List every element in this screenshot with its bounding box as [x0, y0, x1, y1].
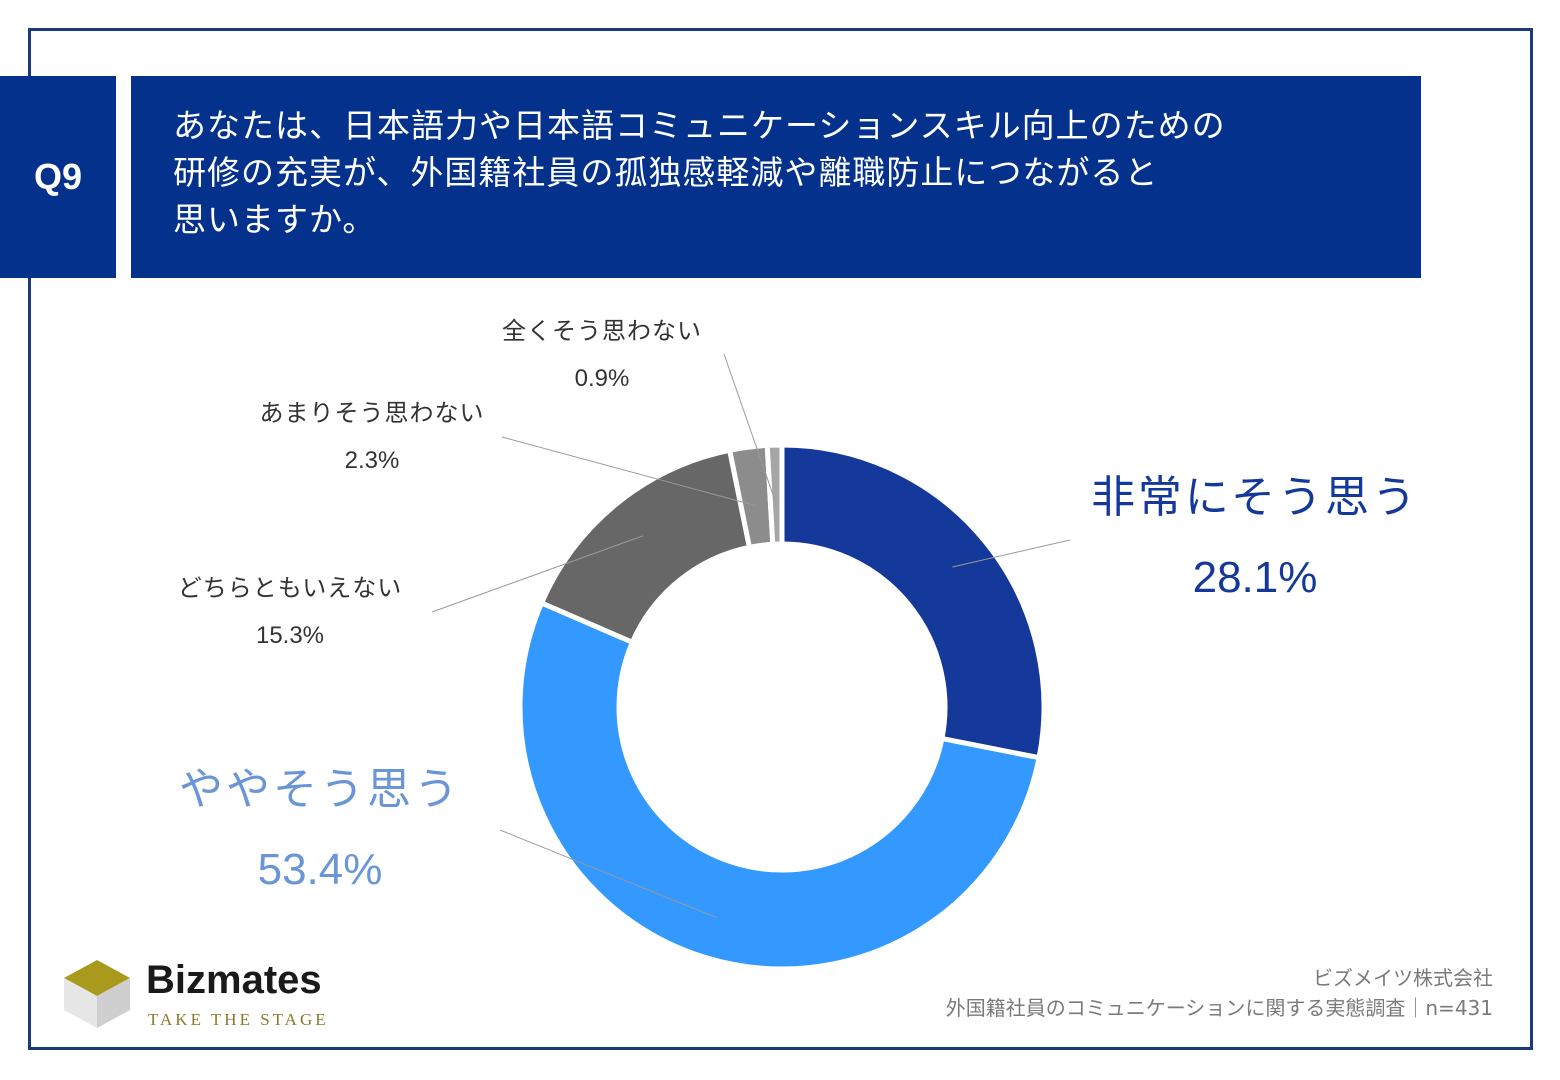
label-somewhat: ややそう思う 53.4% — [140, 762, 500, 898]
logo-tagline: TAKE THE STAGE — [148, 1010, 329, 1029]
label-very-much-value: 28.1% — [1192, 553, 1318, 602]
logo-cube-icon — [64, 960, 130, 1028]
label-not-at-all-value: 0.9% — [574, 365, 630, 392]
label-neutral: どちらともいえない 15.3% — [140, 573, 440, 651]
question-number: Q9 — [33, 156, 83, 197]
question-number-badge: Q9 — [0, 76, 116, 278]
leader-line-somewhat — [499, 829, 717, 919]
question-box: あなたは、日本語力や日本語コミュニケーションスキル向上のための 研修の充実が、外… — [131, 76, 1421, 278]
question-line-2: 研修の充実が、外国籍社員の孤独感軽減や離職防止につながると — [173, 153, 1159, 192]
leader-line-not-much — [501, 436, 757, 507]
question-line-1: あなたは、日本語力や日本語コミュニケーションスキル向上のための — [173, 106, 1226, 145]
source-note: ビズメイツ株式会社 外国籍社員のコミュニケーションに関する実態調査｜n=431 — [946, 963, 1493, 1023]
label-not-much: あまりそう思わない 2.3% — [222, 398, 522, 476]
slice-very-much — [779, 442, 1047, 761]
source-survey: 外国籍社員のコミュニケーションに関する実態調査｜n=431 — [945, 996, 1493, 1020]
label-very-much-category: 非常にそう思う — [1090, 472, 1420, 523]
label-not-at-all: 全くそう思わない 0.9% — [452, 316, 752, 394]
leader-line-very-much — [952, 539, 1071, 568]
label-somewhat-value: 53.4% — [257, 845, 383, 894]
question-line-3: 思いますか。 — [173, 200, 377, 239]
leader-line-neutral — [431, 535, 644, 613]
bizmates-logo: Bizmates TAKE THE STAGE — [62, 958, 362, 1038]
source-company: ビズメイツ株式会社 — [1313, 966, 1493, 990]
slice-neutral — [539, 447, 752, 645]
slice-not-at-all — [764, 442, 785, 547]
label-neutral-value: 15.3% — [255, 622, 325, 649]
slice-somewhat — [517, 600, 1042, 972]
label-somewhat-category: ややそう思う — [179, 764, 461, 815]
label-not-much-category: あまりそう思わない — [259, 399, 485, 427]
chart-frame — [28, 28, 1533, 1050]
label-not-much-value: 2.3% — [344, 447, 400, 474]
label-not-at-all-category: 全くそう思わない — [502, 317, 702, 345]
label-neutral-category: どちらともいえない — [177, 574, 403, 602]
label-very-much: 非常にそう思う 28.1% — [1050, 470, 1460, 606]
logo-name: Bizmates — [146, 958, 322, 1002]
leader-line-not-at-all — [723, 353, 777, 505]
